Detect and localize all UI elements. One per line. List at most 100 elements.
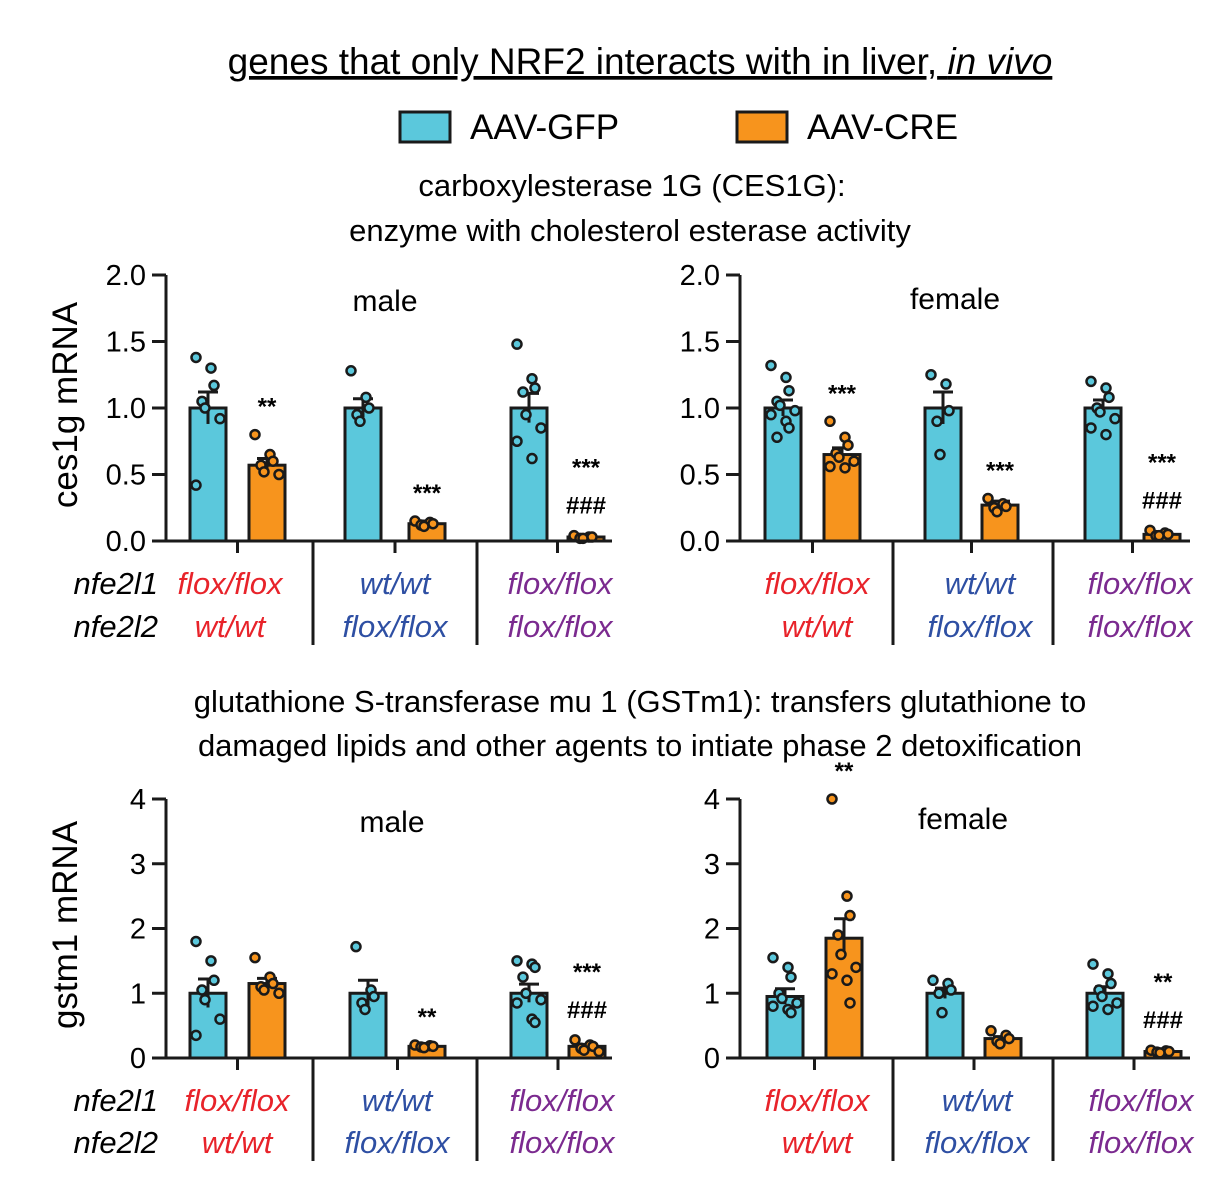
genotype-row2-label: flox/flox: [1087, 609, 1194, 644]
gfp-data-point: [535, 422, 547, 434]
gfp-data-point: [945, 984, 957, 996]
gfp-data-point: [214, 412, 226, 425]
gfp-data-point: [767, 951, 779, 964]
genotype-row1-label: flox/flox: [1088, 1083, 1195, 1118]
cre-significance-stars: ***: [986, 457, 1015, 484]
cre-significance-stars: **: [418, 1004, 437, 1031]
gfp-data-point: [789, 404, 801, 417]
gfp-data-point: [529, 1016, 541, 1029]
gfp-data-point: [535, 993, 547, 1006]
genotype-row2-label: flox/flox: [927, 609, 1034, 644]
gfp-data-point: [354, 415, 366, 428]
gfp-data-point: [205, 362, 217, 374]
cre-data-point: [418, 1041, 430, 1054]
gfp-data-point: [940, 378, 952, 390]
gfp-bar: [343, 406, 383, 543]
y-tick-label: 4: [130, 784, 146, 816]
gfp-data-point: [936, 1006, 948, 1019]
genotype-row2-label: wt/wt: [202, 1125, 274, 1160]
cre-significance-stars: **: [1154, 969, 1173, 996]
cre-data-point: [578, 1044, 590, 1056]
genotype-row1-label: flox/flox: [507, 566, 614, 601]
gfp-data-point: [363, 402, 375, 414]
gfp-data-point: [1109, 412, 1121, 425]
gfp-data-point: [359, 1003, 371, 1016]
cre-data-point: [427, 1040, 439, 1053]
gfp-data-point: [517, 971, 529, 983]
cre-data-point: [249, 428, 261, 441]
cre-data-point: [1162, 528, 1174, 541]
cre-significance-stars: ***: [828, 380, 857, 407]
gene-label-nfe2l2-bottom: nfe2l2: [74, 1125, 158, 1160]
figure-title: genes that only NRF2 interacts with in l…: [228, 41, 1053, 82]
genotype-row2-label: flox/flox: [1088, 1125, 1195, 1160]
gfp-data-point: [1085, 422, 1097, 434]
gfp-data-point: [1087, 1000, 1099, 1012]
cre-significance-hash: ###: [567, 997, 607, 1024]
gfp-bar: [925, 991, 965, 1060]
cre-data-point: [273, 987, 285, 999]
panel-title: male: [359, 806, 424, 839]
genotype-row1-label: flox/flox: [184, 1083, 291, 1118]
legend-swatch-gfp: [398, 110, 452, 144]
gfp-data-point: [780, 371, 792, 384]
chart-gstm1-female: female ** ### ** 0 1 2 3 4: [704, 758, 1190, 1075]
gfp-data-point: [1105, 977, 1117, 990]
genotype-row1-label: wt/wt: [942, 1083, 1014, 1118]
y-tick-label: 3: [704, 849, 720, 881]
panel-title: female: [910, 283, 1000, 316]
y-tick-label: 2: [704, 914, 720, 946]
gfp-data-point: [1100, 382, 1112, 394]
cre-significance-stars: **: [835, 758, 854, 785]
cre-significance-stars: ***: [1148, 449, 1177, 476]
gfp-data-point: [783, 422, 795, 434]
gfp-bar: [763, 406, 803, 543]
gfp-data-point: [526, 372, 538, 385]
genotype-row2-label: flox/flox: [342, 609, 449, 644]
gfp-bar: [923, 406, 963, 543]
cre-significance-stars: ***: [572, 455, 601, 482]
gfp-data-point: [782, 961, 794, 974]
cre-data-point: [824, 415, 836, 428]
cre-data-point: [991, 505, 1003, 518]
cre-data-point: [267, 977, 279, 990]
gfp-data-point: [208, 974, 220, 987]
legend-label-cre: AAV-CRE: [807, 108, 958, 147]
section2-line2: damaged lipids and other agents to intia…: [198, 728, 1082, 763]
y-tick-label: 0.0: [680, 526, 720, 558]
gfp-data-point: [791, 997, 803, 1009]
y-tick-label: 1: [130, 978, 146, 1010]
gfp-data-point: [350, 940, 362, 953]
gene-label-nfe2l1-bottom: nfe2l1: [74, 1083, 158, 1118]
chart-ces1g-male: male***** ###***0.00.51.01.52.0: [106, 260, 612, 558]
cre-data-point: [258, 466, 270, 478]
genotype-row1-label: flox/flox: [177, 566, 284, 601]
panel-title: male: [352, 285, 417, 318]
y-tick-label: 1.5: [680, 327, 720, 359]
gfp-data-point: [196, 984, 208, 996]
gfp-data-point: [511, 997, 523, 1009]
gfp-data-point: [511, 955, 523, 967]
gfp-data-point: [934, 448, 946, 461]
genotype-row2-label: flox/flox: [344, 1125, 451, 1160]
gfp-data-point: [771, 431, 783, 444]
y-tick-label: 2: [130, 914, 146, 946]
cre-significance-stars: ***: [413, 480, 442, 507]
gfp-data-point: [933, 987, 945, 999]
gfp-data-point: [1102, 968, 1114, 980]
gfp-data-point: [783, 384, 795, 397]
gfp-data-point: [205, 955, 217, 967]
gfp-data-point: [529, 961, 541, 974]
genotype-row2-label: wt/wt: [195, 609, 267, 644]
cre-data-point: [1003, 1032, 1015, 1045]
gfp-data-point: [925, 369, 937, 381]
gfp-data-point: [345, 365, 357, 377]
cre-significance-hash: ###: [566, 493, 606, 520]
genotype-row1-label: wt/wt: [360, 566, 432, 601]
cre-data-point: [824, 460, 836, 473]
gfp-data-point: [190, 935, 202, 948]
y-tick-label: 2.0: [680, 260, 720, 292]
cre-data-point: [267, 455, 279, 467]
cre-data-point: [826, 968, 838, 980]
